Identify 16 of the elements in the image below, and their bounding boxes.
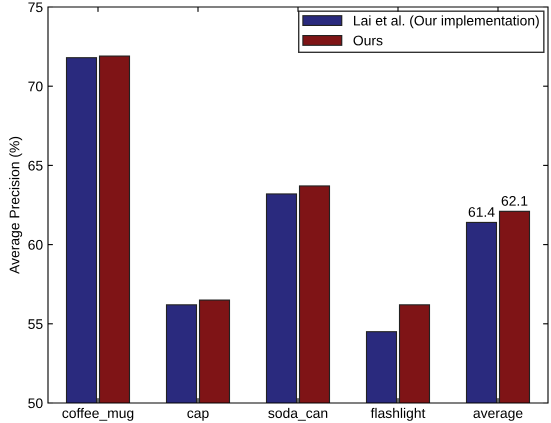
y-tick-label: 65: [28, 160, 43, 171]
y-tick-label: 60: [28, 240, 43, 250]
legend-label: Lai et al. (Our implementation): [354, 15, 539, 28]
x-tick-label: soda_can: [268, 408, 328, 421]
x-tick-label: flashlight: [370, 408, 426, 421]
y-tick-label: 50: [28, 398, 43, 408]
y-tick-label: 70: [28, 82, 43, 92]
x-tick-label: coffee_mug: [62, 408, 134, 421]
x-tick-label: average: [473, 410, 522, 421]
y-tick-label: 55: [28, 319, 43, 329]
y-axis-title: Average Precision (%): [9, 136, 22, 274]
data-label: 62.1: [502, 196, 528, 206]
y-tick-label: 75: [28, 2, 43, 12]
data-label: 61.4: [468, 207, 495, 217]
legend-label: Ours: [354, 36, 382, 46]
x-tick-label: cap: [187, 410, 209, 421]
